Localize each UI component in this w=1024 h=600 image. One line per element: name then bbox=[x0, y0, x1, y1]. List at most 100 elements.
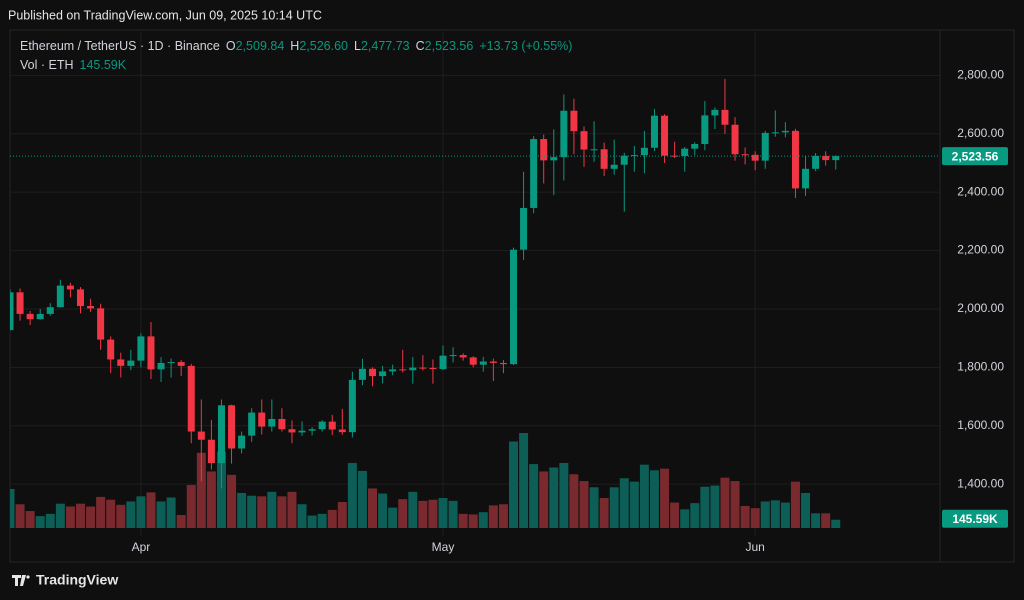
candle-body bbox=[56, 285, 64, 308]
volume-bar bbox=[196, 452, 206, 528]
volume-bar bbox=[116, 504, 126, 528]
volume-bar bbox=[569, 474, 579, 528]
volume-bar bbox=[267, 491, 277, 528]
candle-body bbox=[580, 131, 588, 150]
legend-key: C bbox=[416, 39, 425, 53]
candle-body bbox=[288, 429, 296, 433]
legend-value: 2,526.60 bbox=[299, 39, 348, 53]
candle-body bbox=[640, 147, 648, 156]
volume-bar bbox=[831, 519, 841, 528]
candle-body bbox=[791, 130, 799, 189]
volume-bar bbox=[690, 503, 700, 528]
candle-body bbox=[550, 157, 558, 161]
volume-bar bbox=[418, 500, 428, 528]
candle-body bbox=[298, 430, 306, 433]
candle-body bbox=[318, 421, 326, 430]
volume-bar bbox=[529, 464, 539, 528]
volume-bar bbox=[660, 468, 670, 528]
x-tick-label: Apr bbox=[132, 540, 151, 554]
volume-bar bbox=[790, 481, 800, 528]
candle-body bbox=[217, 405, 225, 464]
candle-body bbox=[46, 307, 54, 314]
volume-bar bbox=[307, 515, 317, 528]
volume-bar bbox=[438, 498, 448, 528]
legend-change: +13.73 (+0.55%) bbox=[479, 39, 572, 53]
candle-body bbox=[248, 412, 256, 436]
volume-bar bbox=[408, 491, 418, 528]
volume-value: 145.59K bbox=[80, 58, 127, 72]
volume-bar bbox=[347, 462, 357, 528]
volume-bar bbox=[257, 496, 267, 528]
last-price-tag bbox=[942, 147, 1008, 166]
candle-body bbox=[530, 139, 538, 208]
candle-body bbox=[268, 419, 276, 427]
candle-body bbox=[812, 155, 820, 169]
legend-key: O bbox=[226, 39, 236, 53]
volume-bar bbox=[579, 481, 589, 528]
logo bbox=[12, 575, 30, 586]
candle-body bbox=[499, 362, 507, 365]
candle-body bbox=[771, 132, 779, 134]
volume-bar bbox=[86, 506, 96, 528]
candle-body bbox=[832, 156, 840, 161]
candle-body bbox=[238, 435, 246, 449]
candle-body bbox=[97, 308, 105, 340]
candle-body bbox=[228, 405, 236, 449]
y-tick-label: 1,800.00 bbox=[957, 360, 1004, 374]
candle-body bbox=[258, 412, 266, 427]
volume-bar bbox=[55, 503, 65, 528]
volume-bar bbox=[629, 481, 639, 528]
published-note: Published on TradingView.com, Jun 09, 20… bbox=[8, 8, 322, 22]
volume-bar bbox=[428, 499, 438, 528]
candle-body bbox=[348, 379, 356, 433]
y-tick-label: 2,800.00 bbox=[957, 68, 1004, 82]
volume-bar bbox=[146, 492, 156, 528]
candle-body bbox=[630, 155, 638, 157]
candle-body bbox=[399, 369, 407, 371]
candle-body bbox=[570, 110, 578, 132]
volume-bar bbox=[337, 501, 347, 528]
candle-body bbox=[419, 367, 427, 369]
volume-bar bbox=[106, 499, 116, 528]
y-tick-label: 2,400.00 bbox=[957, 184, 1004, 198]
volume-bar bbox=[619, 478, 629, 528]
candle-body bbox=[610, 164, 618, 169]
candle-body bbox=[338, 429, 346, 433]
volume-bar bbox=[357, 470, 367, 528]
volume-bar bbox=[821, 513, 831, 528]
candle-body bbox=[822, 155, 830, 161]
candle-body bbox=[157, 362, 165, 370]
candle-body bbox=[207, 439, 215, 464]
volume-bar bbox=[780, 502, 790, 528]
candle-body bbox=[520, 207, 528, 250]
candle-body bbox=[560, 110, 568, 158]
candle-body bbox=[489, 361, 497, 363]
volume-bar bbox=[811, 513, 821, 528]
volume-tag bbox=[942, 509, 1008, 528]
candle-body bbox=[409, 367, 417, 371]
candle-body bbox=[147, 336, 155, 370]
volume-bar bbox=[206, 471, 216, 528]
volume-bar bbox=[448, 500, 458, 528]
volume-bar bbox=[639, 464, 649, 528]
candle-body bbox=[36, 313, 44, 320]
volume-bar bbox=[388, 507, 398, 528]
volume-bar bbox=[297, 504, 307, 528]
plot bbox=[10, 31, 940, 536]
volume-bar bbox=[277, 496, 287, 528]
x-tick-label: Jun bbox=[746, 540, 765, 554]
candle-body bbox=[177, 362, 185, 366]
volume-bar bbox=[509, 441, 518, 528]
x-tick-label: May bbox=[432, 540, 455, 554]
candle-body bbox=[751, 154, 759, 161]
volume-bar bbox=[720, 477, 730, 528]
candle-body bbox=[87, 306, 95, 309]
candle-body bbox=[127, 360, 135, 366]
volume-bar bbox=[740, 505, 750, 528]
y-tick-label: 2,000.00 bbox=[957, 301, 1004, 315]
volume-bar bbox=[539, 471, 549, 528]
candle-body bbox=[671, 155, 679, 157]
volume-bar bbox=[710, 485, 720, 528]
volume-bar bbox=[136, 496, 146, 528]
